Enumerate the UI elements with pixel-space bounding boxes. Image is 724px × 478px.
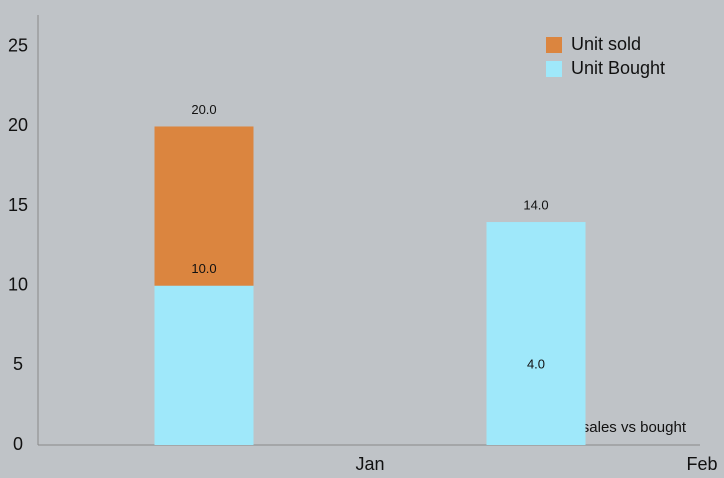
- description: sales vs bought: [582, 419, 687, 436]
- legend-label: Unit Bought: [571, 58, 665, 78]
- y-tick-label: 10: [8, 274, 28, 294]
- y-tick-label: 0: [13, 434, 23, 454]
- value-label: 10.0: [191, 261, 216, 276]
- value-label: 20.0: [191, 102, 216, 117]
- legend-swatch: [546, 37, 562, 53]
- x-tick-label: Feb: [686, 454, 717, 474]
- y-tick-label: 25: [8, 36, 28, 56]
- legend-label: Unit sold: [571, 34, 641, 54]
- x-tick-label: Jan: [355, 454, 384, 474]
- y-tick-label: 15: [8, 195, 28, 215]
- value-label: 14.0: [523, 197, 548, 212]
- value-label: 4.0: [527, 357, 545, 372]
- bar: [486, 222, 586, 445]
- legend-swatch: [546, 61, 562, 77]
- y-tick-label: 20: [8, 115, 28, 135]
- y-tick-label: 5: [13, 354, 23, 374]
- bar: [154, 285, 254, 445]
